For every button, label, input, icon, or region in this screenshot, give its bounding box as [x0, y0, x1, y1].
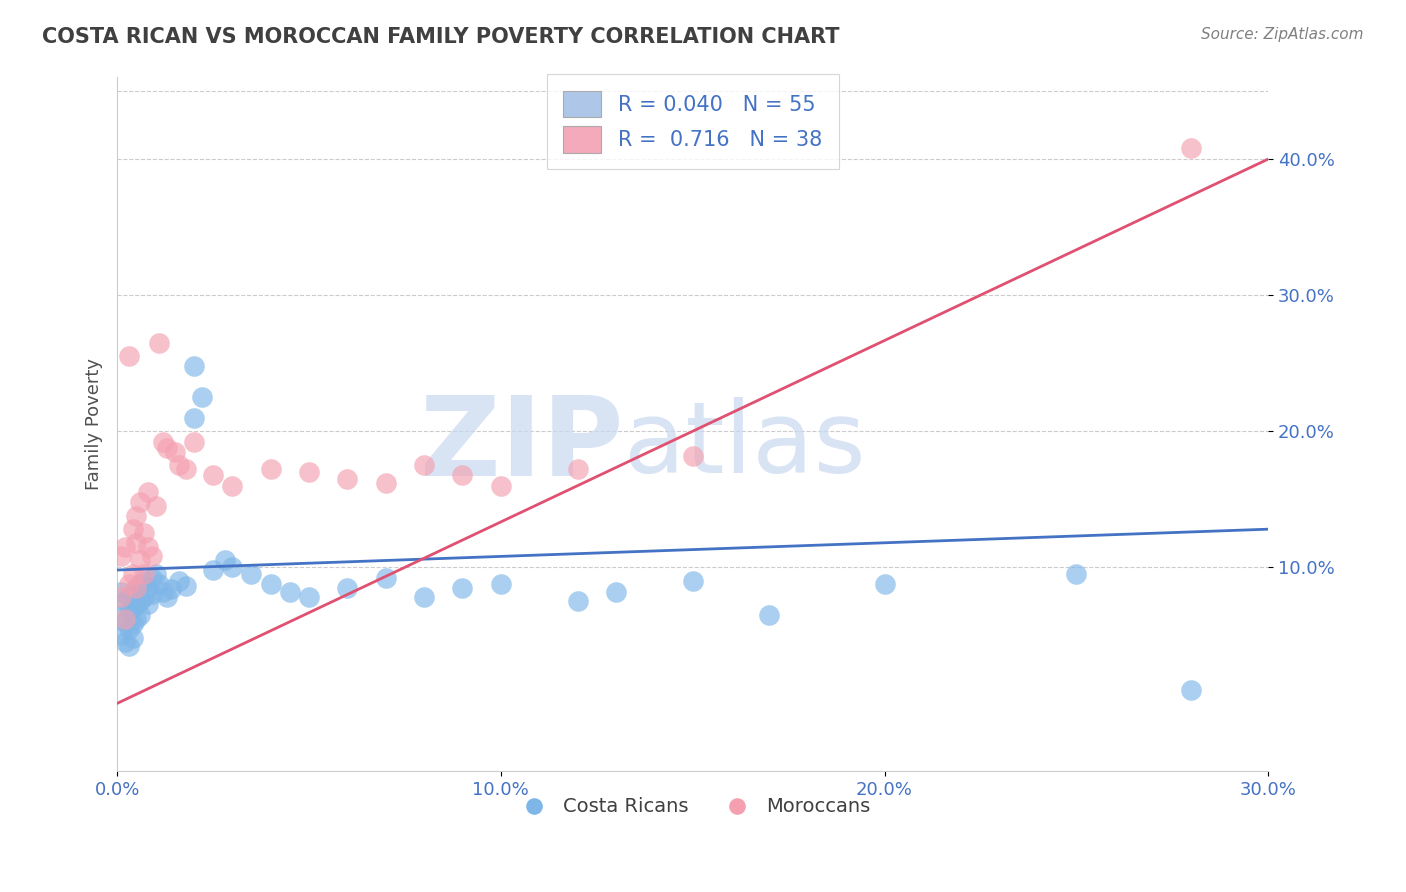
Point: [114, 540, 136, 554]
Point: [121, 617, 143, 632]
Point: [374, 571, 396, 585]
Point: [145, 567, 167, 582]
Point: [374, 475, 396, 490]
Point: [129, 576, 152, 591]
Point: [121, 601, 143, 615]
Point: [298, 591, 321, 605]
Point: [240, 567, 263, 582]
Point: [110, 607, 132, 622]
Point: [174, 462, 197, 476]
Text: ZIP: ZIP: [420, 392, 624, 499]
Point: [148, 335, 170, 350]
Point: [152, 435, 174, 450]
Point: [145, 499, 167, 513]
Point: [132, 591, 155, 605]
Point: [129, 495, 152, 509]
Point: [136, 485, 159, 500]
Point: [136, 581, 159, 595]
Point: [567, 462, 589, 476]
Point: [202, 467, 225, 482]
Point: [163, 444, 186, 458]
Point: [132, 574, 155, 588]
Point: [110, 549, 132, 564]
Point: [413, 458, 436, 473]
Point: [148, 576, 170, 591]
Point: [221, 560, 243, 574]
Point: [118, 576, 141, 591]
Point: [121, 567, 143, 582]
Point: [118, 622, 141, 636]
Point: [259, 462, 281, 476]
Point: [1180, 682, 1202, 697]
Point: [298, 465, 321, 479]
Point: [132, 526, 155, 541]
Point: [121, 522, 143, 536]
Point: [129, 594, 152, 608]
Point: [160, 582, 183, 596]
Point: [1066, 567, 1088, 582]
Point: [110, 584, 132, 599]
Point: [125, 612, 148, 626]
Point: [125, 581, 148, 595]
Point: [336, 581, 359, 595]
Point: [183, 359, 205, 373]
Point: [873, 576, 896, 591]
Point: [121, 587, 143, 601]
Point: [114, 635, 136, 649]
Point: [114, 594, 136, 608]
Point: [567, 594, 589, 608]
Point: [141, 549, 163, 564]
Text: COSTA RICAN VS MOROCCAN FAMILY POVERTY CORRELATION CHART: COSTA RICAN VS MOROCCAN FAMILY POVERTY C…: [42, 27, 839, 46]
Point: [156, 441, 179, 455]
Point: [413, 591, 436, 605]
Point: [489, 478, 512, 492]
Point: [167, 574, 190, 588]
Point: [132, 567, 155, 582]
Point: [167, 458, 190, 473]
Point: [221, 478, 243, 492]
Point: [118, 639, 141, 653]
Point: [214, 553, 236, 567]
Text: atlas: atlas: [624, 397, 865, 494]
Point: [118, 350, 141, 364]
Point: [121, 631, 143, 645]
Point: [114, 615, 136, 629]
Point: [758, 607, 780, 622]
Point: [451, 467, 474, 482]
Point: [259, 576, 281, 591]
Point: [183, 410, 205, 425]
Point: [125, 536, 148, 550]
Point: [156, 591, 179, 605]
Point: [114, 612, 136, 626]
Legend: Costa Ricans, Moroccans: Costa Ricans, Moroccans: [506, 789, 879, 824]
Point: [118, 591, 141, 605]
Point: [110, 628, 132, 642]
Point: [110, 591, 132, 605]
Point: [1180, 141, 1202, 155]
Point: [125, 581, 148, 595]
Point: [605, 584, 627, 599]
Point: [152, 584, 174, 599]
Point: [682, 449, 704, 463]
Point: [125, 599, 148, 613]
Point: [125, 508, 148, 523]
Y-axis label: Family Poverty: Family Poverty: [86, 359, 103, 491]
Point: [129, 607, 152, 622]
Point: [183, 435, 205, 450]
Point: [141, 571, 163, 585]
Point: [190, 390, 212, 404]
Point: [451, 581, 474, 595]
Point: [202, 563, 225, 577]
Point: [174, 579, 197, 593]
Point: [118, 604, 141, 618]
Point: [136, 540, 159, 554]
Point: [489, 576, 512, 591]
Point: [278, 584, 301, 599]
Text: Source: ZipAtlas.com: Source: ZipAtlas.com: [1201, 27, 1364, 42]
Point: [136, 597, 159, 611]
Point: [336, 472, 359, 486]
Point: [129, 553, 152, 567]
Point: [682, 574, 704, 588]
Point: [141, 587, 163, 601]
